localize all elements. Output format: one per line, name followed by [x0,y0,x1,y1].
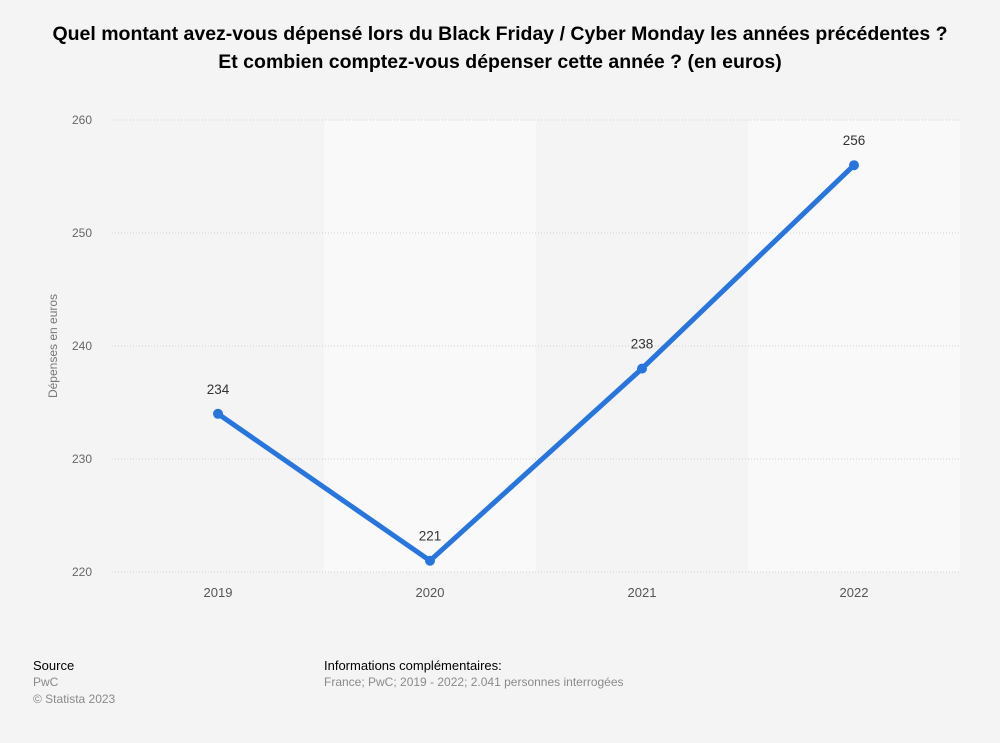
x-tick-label: 2020 [416,585,445,600]
info-block: Informations complémentaires: France; Pw… [324,657,624,691]
series-line [216,163,856,564]
y-tick-label: 250 [72,226,92,240]
data-label: 256 [843,133,866,148]
source-label: Source [33,658,75,673]
source-block: Source PwC © Statista 2023 [33,657,115,708]
data-point [425,555,435,566]
data-label: 238 [631,337,654,352]
x-tick-label: 2021 [628,585,657,600]
data-point [213,408,223,419]
data-label: 221 [419,529,442,544]
info-label: Informations complémentaires: [324,658,502,673]
chart-title: Quel montant avez-vous dépensé lors du B… [52,23,948,73]
info-value: France; PwC; 2019 - 2022; 2.041 personne… [324,675,624,689]
data-point [849,160,859,171]
y-tick-label: 220 [72,565,92,579]
y-tick-label: 230 [72,452,92,466]
data-label: 234 [207,382,230,397]
source-value[interactable]: PwC [33,675,59,689]
x-tick-label: 2019 [204,585,233,600]
y-tick-label: 260 [72,113,92,127]
copyright: © Statista 2023 [33,692,116,706]
y-tick-label: 240 [72,339,92,353]
x-tick-label: 2022 [840,585,869,600]
y-axis-label: Dépenses en euros [46,294,60,398]
data-point [637,363,647,374]
